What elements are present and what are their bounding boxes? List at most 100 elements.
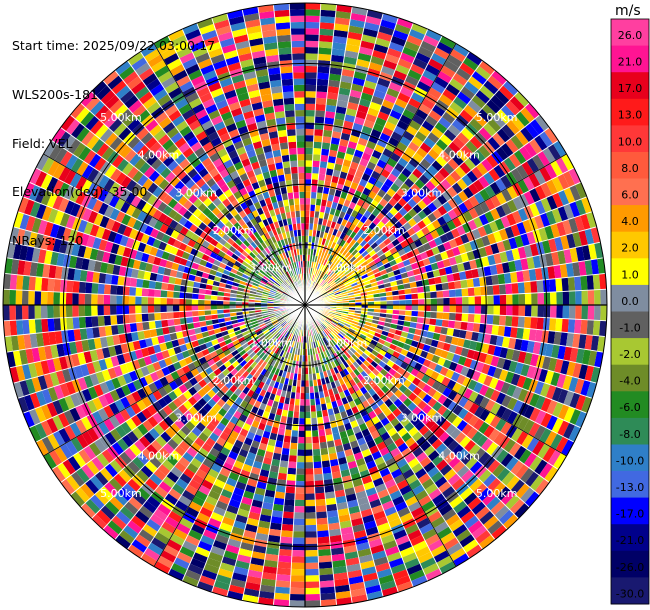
ppi-gate (329, 143, 339, 152)
ppi-gate (555, 318, 563, 332)
ppi-gate (345, 243, 353, 252)
ppi-gate (554, 358, 564, 374)
ppi-gate (544, 370, 555, 385)
ppi-gate (495, 449, 509, 464)
ppi-gate (479, 201, 490, 214)
ppi-gate (502, 514, 519, 530)
ppi-gate (326, 162, 336, 170)
ppi-gate (338, 285, 346, 290)
ppi-gate (363, 367, 372, 376)
ppi-gate (424, 232, 434, 243)
ppi-ray (305, 154, 575, 305)
ppi-gate (336, 269, 343, 276)
ppi-gate (331, 273, 338, 280)
ppi-gate (97, 305, 104, 316)
ppi-gate (557, 420, 570, 437)
ppi-gate (473, 405, 485, 419)
ppi-gate (337, 283, 345, 288)
ppi-gate (478, 175, 490, 189)
ppi-gate (473, 447, 486, 461)
ppi-gate (477, 372, 488, 385)
ppi-gate (367, 297, 375, 302)
ppi-gate (356, 228, 365, 237)
ppi-gate (339, 330, 346, 337)
ppi-gate (405, 299, 412, 305)
ppi-gate (316, 85, 328, 93)
ppi-gate (370, 55, 385, 66)
ppi-gate (330, 331, 337, 338)
ppi-gate (522, 419, 535, 434)
ppi-gate (85, 282, 93, 294)
ppi-gate (426, 270, 435, 279)
ppi-gate (448, 344, 457, 354)
ppi-gate (305, 191, 311, 199)
ppi-gate (498, 509, 515, 525)
ppi-gate (415, 108, 429, 121)
ppi-gate (340, 165, 350, 174)
ppi-gate (508, 360, 518, 373)
ppi-gate (547, 449, 562, 467)
ppi-gate (381, 99, 395, 110)
ppi-gate (110, 284, 118, 296)
ppi-gate (349, 256, 357, 263)
ppi-gate (399, 86, 414, 98)
ppi-gate (314, 262, 319, 270)
ppi-gate (460, 347, 470, 358)
ppi-gate (305, 562, 319, 570)
ppi-gate (348, 327, 356, 334)
ppi-gate (322, 466, 332, 474)
ppi-gate (316, 263, 321, 270)
ppi-gate (551, 417, 564, 434)
ppi-gate (534, 134, 548, 151)
ppi-gate (305, 185, 312, 192)
ppi-gate (378, 71, 393, 82)
ppi-gate (479, 188, 491, 202)
ppi-gate (340, 338, 348, 345)
ppi-gate (464, 81, 480, 95)
ppi-gate (510, 271, 518, 284)
ppi-gate (47, 291, 54, 305)
ppi-gate (450, 371, 461, 383)
ppi-gate (305, 543, 318, 551)
ppi-gate (322, 282, 329, 289)
ppi-gate (397, 284, 405, 291)
ppi-gate (494, 505, 510, 521)
ppi-gate (474, 465, 488, 479)
ppi-gate (490, 242, 500, 255)
ppi-gate (305, 78, 317, 86)
ppi-gate (460, 144, 474, 158)
ppi-gate (334, 267, 341, 274)
ppi-gate (467, 219, 478, 231)
ppi-gate (407, 141, 420, 153)
ppi-gate (305, 568, 320, 576)
ppi-gate (363, 146, 375, 156)
ppi-gate (377, 265, 386, 272)
ppi-gate (562, 422, 576, 440)
ppi-gate (469, 340, 478, 351)
ppi-gate (342, 159, 352, 168)
ppi-gate (405, 310, 412, 317)
ppi-gate (361, 260, 369, 268)
ppi-gate (309, 223, 314, 230)
ppi-gate (556, 373, 567, 389)
ppi-gate (358, 257, 367, 265)
ppi-gate (154, 289, 162, 298)
ppi-gate (326, 316, 333, 321)
ppi-gate (496, 467, 511, 482)
ppi-gate (409, 63, 425, 76)
ppi-gate (468, 195, 480, 208)
ppi-gate (349, 347, 357, 354)
ppi-gate (534, 214, 545, 230)
ppi-gate (391, 285, 399, 292)
ppi-gate (372, 217, 381, 226)
ppi-gate (506, 294, 513, 305)
ppi-gate (403, 282, 411, 290)
ppi-gate (380, 224, 390, 234)
ppi-gate (427, 58, 444, 71)
ppi-gate (466, 170, 479, 183)
ppi-gate (508, 442, 522, 457)
ppi-gate (510, 223, 521, 237)
ppi-gate (312, 147, 322, 155)
ppi-gate (411, 299, 419, 305)
ppi-gate (344, 322, 351, 328)
